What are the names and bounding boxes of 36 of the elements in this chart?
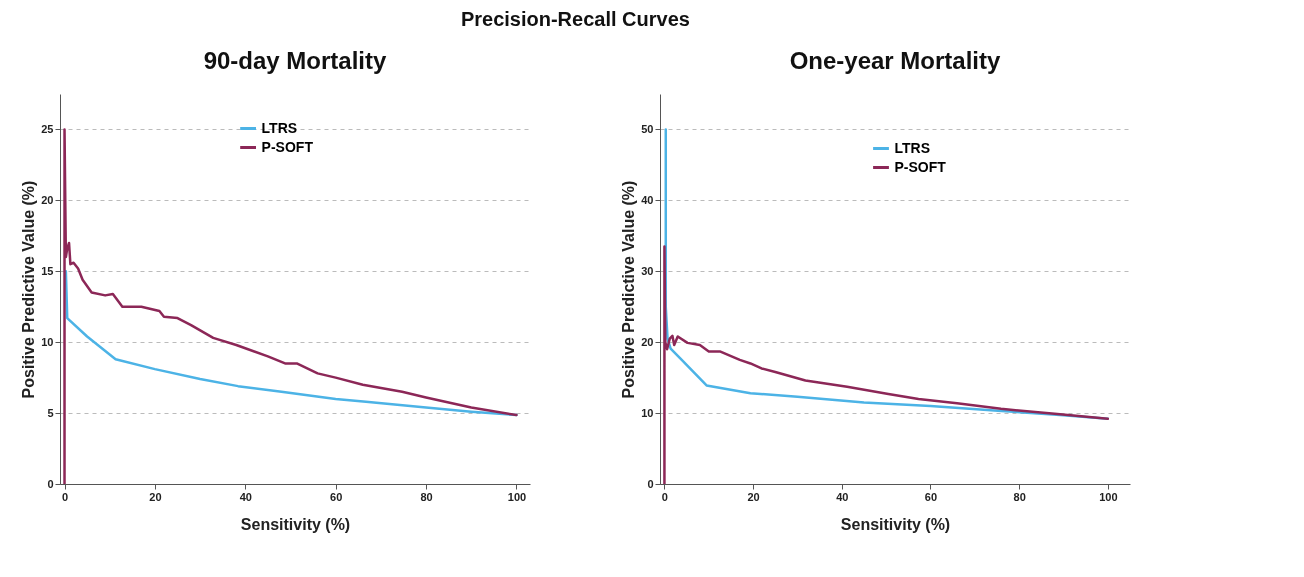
y-tick-label: 20 [41, 193, 54, 206]
legend-label: LTRS [261, 119, 298, 136]
x-tick-label: 100 [507, 490, 527, 503]
x-tick-label: 40 [836, 490, 849, 503]
x-axis-title: Sensitivity (%) [240, 515, 351, 533]
x-tick-label: 20 [747, 490, 760, 503]
y-tick-label: 10 [641, 406, 654, 419]
y-tick-label: 30 [641, 264, 654, 277]
x-tick-label: 80 [420, 490, 433, 503]
x-tick-label: 100 [1099, 490, 1118, 503]
text: Precision-Recall Curves [460, 8, 690, 30]
y-tick-label: 10 [41, 335, 54, 348]
y-tick-label: 40 [641, 193, 654, 206]
legend-label: P-SOFT [894, 158, 947, 175]
x-tick-label: 60 [330, 490, 343, 503]
y-tick-label: 0 [647, 477, 654, 490]
y-axis-title: Positive Predictive Value (%) [20, 180, 38, 399]
y-tick-label: 15 [41, 264, 54, 277]
y-tick-label: 5 [47, 406, 54, 419]
y-tick-label: 20 [641, 335, 654, 348]
y-tick-label: 25 [41, 122, 54, 135]
chart-title: 90-day Mortality [203, 47, 388, 74]
x-tick-label: 80 [1013, 490, 1026, 503]
x-tick-label: 20 [149, 490, 162, 503]
x-tick-label: 0 [661, 490, 668, 503]
x-tick-label: 60 [924, 490, 938, 503]
x-tick-label: 40 [239, 490, 252, 503]
legend-label: LTRS [894, 139, 931, 156]
y-tick-label: 50 [641, 122, 654, 135]
chart-title: One-year Mortality [789, 47, 1002, 74]
y-tick-label: 0 [47, 477, 54, 490]
x-tick-label: 0 [61, 490, 69, 503]
x-axis-title: Sensitivity (%) [840, 515, 951, 533]
legend-label: P-SOFT [261, 138, 314, 155]
y-axis-title: Positive Predictive Value (%) [620, 180, 638, 399]
line-series [663, 245, 1110, 484]
